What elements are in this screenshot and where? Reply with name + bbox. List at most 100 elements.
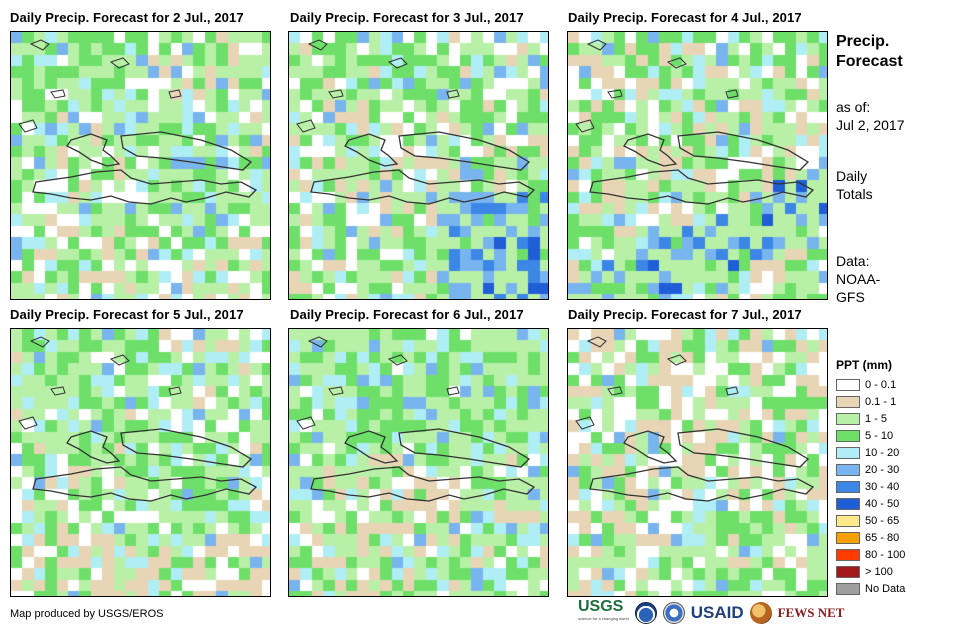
legend-swatch: [836, 480, 860, 493]
coastline-overlay: [296, 39, 536, 205]
legend-item: 65 - 80: [836, 529, 905, 546]
fews-net-logo-text: FEWS NET: [777, 605, 845, 620]
legend-item: 5 - 10: [836, 427, 905, 444]
islets-coastline: [296, 39, 460, 133]
precip-grid: [11, 32, 270, 299]
legend-item: No Data: [836, 580, 905, 597]
legend-label: 10 - 20: [865, 446, 900, 459]
side-title-line1: Precip.: [836, 33, 890, 50]
hispaniola-coastline: [32, 428, 258, 502]
panel-title: Daily Precip. Forecast for 4 Jul., 2017: [568, 10, 802, 25]
legend-item: 1 - 5: [836, 410, 905, 427]
legend-swatch: [836, 446, 860, 459]
precip-map-panel: [10, 31, 271, 300]
hispaniola-coastline: [310, 131, 536, 205]
legend-label: 65 - 80: [865, 531, 900, 544]
hispaniola-coastline: [32, 131, 258, 205]
panel-title: Daily Precip. Forecast for 5 Jul., 2017: [10, 307, 244, 322]
data-source-label: Data:: [836, 253, 870, 269]
footer-credit: Map produced by USGS/EROS: [10, 608, 164, 620]
usaid-logo-text: USAID: [690, 603, 744, 622]
logo-strip: USGS science for a changing world USAID …: [578, 598, 845, 625]
legend-swatch: [836, 497, 860, 510]
data-source-line2: NOAA-: [836, 271, 881, 287]
as-of-date: Jul 2, 2017: [836, 117, 905, 133]
legend-label: > 100: [865, 565, 893, 578]
legend-item: 0 - 0.1: [836, 376, 905, 393]
side-title-line2: Forecast: [836, 53, 903, 70]
legend-label: 20 - 30: [865, 463, 900, 476]
islets-coastline: [575, 39, 739, 133]
side-title: Precip. Forecast: [836, 32, 903, 72]
as-of-block: as of: Jul 2, 2017: [836, 98, 905, 134]
legend-swatch: [836, 514, 860, 527]
legend-item: > 100: [836, 563, 905, 580]
precip-grid: [289, 32, 548, 299]
precip-grid: [568, 32, 827, 299]
panel-title: Daily Precip. Forecast for 3 Jul., 2017: [290, 10, 524, 25]
hispaniola-coastline: [310, 428, 536, 502]
usgs-logo: USGS science for a changing world: [578, 598, 629, 625]
legend-swatch: [836, 548, 860, 561]
panel-title: Daily Precip. Forecast for 6 Jul., 2017: [290, 307, 524, 322]
totals-line1: Daily: [836, 168, 868, 184]
legend-swatch: [836, 395, 860, 408]
hispaniola-coastline: [589, 131, 815, 205]
precip-grid: [11, 329, 270, 596]
coastline-overlay: [296, 336, 536, 502]
legend-label: 40 - 50: [865, 497, 900, 510]
totals-block: Daily Totals: [836, 167, 873, 203]
coastline-overlay: [575, 336, 815, 502]
legend-label: 0 - 0.1: [865, 378, 897, 391]
islets-coastline: [18, 39, 182, 133]
precip-grid: [568, 329, 827, 596]
data-source-block: Data: NOAA- GFS: [836, 252, 880, 306]
legend-item: 50 - 65: [836, 512, 905, 529]
legend-label: 0.1 - 1: [865, 395, 897, 408]
legend-swatch: [836, 463, 860, 476]
legend-label: 5 - 10: [865, 429, 894, 442]
nasa-seal-icon: [662, 602, 685, 624]
panel-title: Daily Precip. Forecast for 7 Jul., 2017: [568, 307, 802, 322]
coastline-overlay: [18, 336, 258, 502]
coastline-overlay: [575, 39, 815, 205]
precip-map-panel: [10, 328, 271, 597]
legend-swatch: [836, 378, 860, 391]
precip-map-panel: [288, 31, 549, 300]
legend-label: 30 - 40: [865, 480, 900, 493]
legend-swatch: [836, 429, 860, 442]
precip-map-panel: [288, 328, 549, 597]
legend-swatch: [836, 531, 860, 544]
legend: 0 - 0.1 0.1 - 1 1 - 5 5 - 10 10 - 20 20 - 30 3…: [836, 376, 905, 597]
hispaniola-coastline: [589, 428, 815, 502]
usgs-logo-tagline: science for a changing world: [578, 616, 629, 621]
legend-swatch: [836, 582, 860, 595]
legend-swatch: [836, 412, 860, 425]
legend-item: 0.1 - 1: [836, 393, 905, 410]
legend-item: 10 - 20: [836, 444, 905, 461]
fews-globe-icon: [749, 602, 772, 624]
data-source-line3: GFS: [836, 289, 865, 305]
legend-label: 50 - 65: [865, 514, 900, 527]
legend-item: 80 - 100: [836, 546, 905, 563]
coastline-overlay: [18, 39, 258, 205]
islets-coastline: [296, 336, 460, 430]
noaa-logo-icon: [634, 602, 657, 624]
legend-label: 1 - 5: [865, 412, 888, 425]
panel-title: Daily Precip. Forecast for 2 Jul., 2017: [10, 10, 244, 25]
legend-item: 40 - 50: [836, 495, 905, 512]
precip-grid: [289, 329, 548, 596]
legend-item: 20 - 30: [836, 461, 905, 478]
legend-item: 30 - 40: [836, 478, 905, 495]
legend-swatch: [836, 565, 860, 578]
precip-map-panel: [567, 31, 828, 300]
legend-label: 80 - 100: [865, 548, 906, 561]
usgs-logo-text: USGS: [578, 598, 624, 615]
totals-line2: Totals: [836, 186, 873, 202]
legend-label: No Data: [865, 582, 906, 595]
legend-title: PPT (mm): [836, 358, 893, 372]
as-of-label: as of:: [836, 99, 871, 115]
islets-coastline: [18, 336, 182, 430]
precip-map-panel: [567, 328, 828, 597]
islets-coastline: [575, 336, 739, 430]
